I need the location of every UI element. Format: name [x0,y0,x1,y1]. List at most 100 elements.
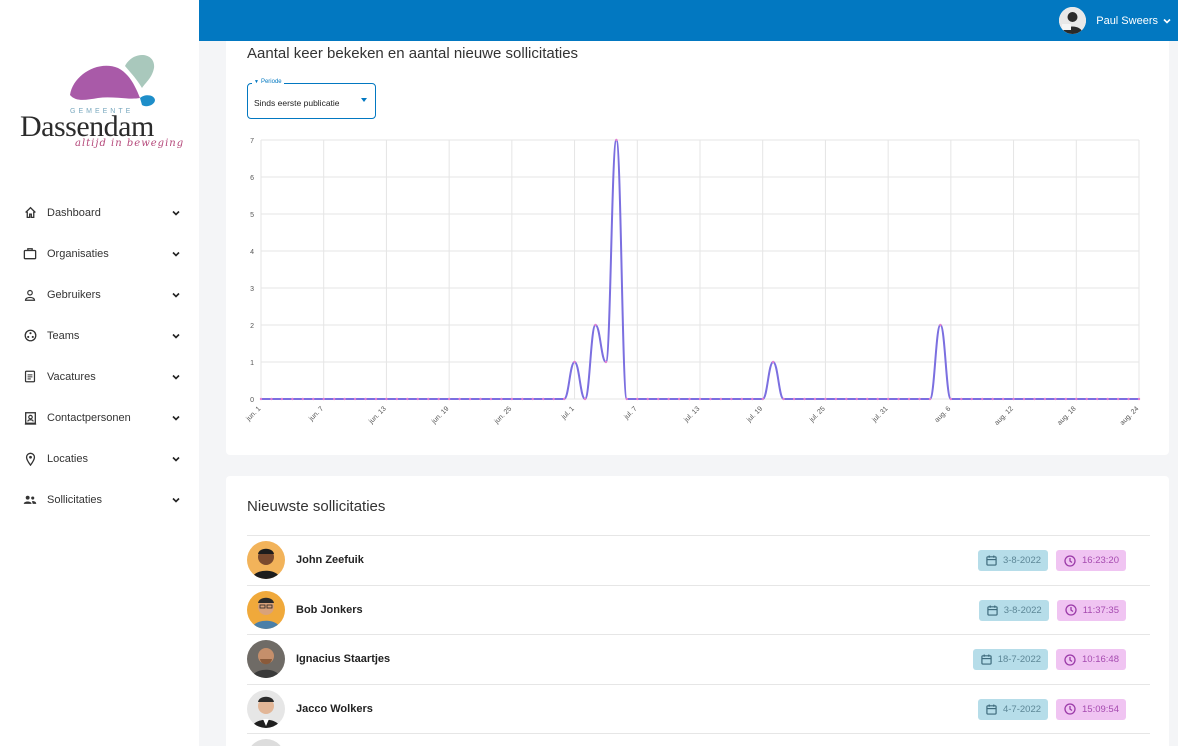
data-point [897,397,900,401]
user-avatar-icon [1059,7,1087,34]
sidebar-item-label: Teams [47,329,80,342]
data-point [562,397,566,401]
briefcase-icon [22,246,38,262]
data-point [1095,397,1099,401]
sidebar-item-teams[interactable]: Teams [0,315,199,356]
data-point [604,360,608,364]
x-tick-label: jul. 31 [871,405,890,424]
x-tick-label: jul. 25 [808,405,827,424]
period-select[interactable]: ▼ Periode Sinds eerste publicatie [247,79,376,119]
logo-city-name: Dassendam [20,110,154,143]
data-point [813,397,817,401]
list-item[interactable] [247,733,1150,746]
avatar [247,739,285,746]
y-tick-label: 2 [250,323,254,330]
chevron-down-icon [172,210,180,216]
logo-tagline: altijd in beweging [75,138,185,149]
data-point [583,397,587,401]
data-point [866,397,869,401]
sidebar-item-gebruikers[interactable]: Gebruikers [0,274,199,315]
time-badge: 16:23:20 [1056,550,1126,571]
data-point [939,323,942,327]
data-point [907,397,911,401]
data-point [1064,397,1068,401]
data-point [406,397,409,401]
data-point [855,397,858,401]
data-point [1116,397,1120,401]
sidebar-item-label: Sollicitaties [47,493,103,506]
avatar [247,640,285,679]
card-title: Nieuwste sollicitaties [247,498,386,515]
newest-applications-card: Nieuwste sollicitaties John Zeefuik 3-8-… [226,476,1169,746]
sidebar-item-dashboard[interactable]: Dashboard [0,192,199,233]
date-text: 3-8-2022 [1002,555,1042,566]
data-point [949,397,953,401]
sidebar-item-contactpersonen[interactable]: Contactpersonen [0,397,199,438]
sidebar-item-vacatures[interactable]: Vacatures [0,356,199,397]
data-point [291,397,294,401]
time-text: 15:09:54 [1082,703,1119,715]
data-point [1033,397,1036,401]
data-point [615,138,618,142]
data-point [343,397,346,401]
data-point [824,397,827,401]
data-point [1127,397,1130,401]
data-point [1043,397,1047,401]
date-badge: 3-8-2022 [977,550,1049,571]
chevron-down-icon [172,374,180,380]
applications-list: John Zeefuik 3-8-2022 16:23:20 Bob Jonke… [247,535,1150,746]
applicant-name: Bob Jonkers [296,603,363,616]
sidebar-item-label: Contactpersonen [47,411,131,424]
sidebar-item-label: Dashboard [47,206,101,219]
calendar-icon [981,654,992,665]
sidebar-item-locaties[interactable]: Locaties [0,438,199,479]
data-point [270,397,273,401]
y-tick-label: 1 [250,360,254,367]
data-point [928,397,932,401]
chevron-down-icon [172,333,180,339]
logo[interactable]: GEMEENTE Dassendam altijd in beweging [18,50,188,160]
avatar [247,689,285,728]
date-badge: 18-7-2022 [972,649,1049,670]
data-point [353,397,357,401]
data-point [698,397,702,401]
data-point [594,323,597,327]
location-pin-icon [22,451,38,467]
home-icon [22,205,38,221]
x-tick-label: jun. 13 [367,405,388,426]
x-tick-label: aug. 18 [1056,405,1078,427]
y-tick-label: 7 [250,138,254,145]
x-tick-label: jun. 1 [245,405,263,423]
list-item[interactable]: Bob Jonkers 3-8-2022 11:37:35 [247,584,1150,635]
data-point [771,360,775,364]
data-point [416,397,419,401]
data-point [646,397,649,401]
data-point [552,397,555,401]
time-badge: 11:37:35 [1056,599,1126,621]
clock-icon [1064,554,1076,567]
data-point [521,397,524,401]
user-menu[interactable]: Paul Sweers [1059,7,1172,34]
top-bar: Paul Sweers [199,0,1178,41]
data-point [625,397,629,401]
data-point [886,397,890,401]
data-point [981,397,984,401]
x-tick-label: jun. 25 [493,405,514,426]
sidebar: GEMEENTE Dassendam altijd in beweging Da… [0,0,199,746]
clock-icon [1065,604,1077,616]
sidebar-item-organisaties[interactable]: Organisaties [0,233,199,274]
data-point [458,397,461,401]
data-point [709,397,712,401]
list-item[interactable]: John Zeefuik 3-8-2022 16:23:20 [247,535,1150,585]
data-point [364,397,367,401]
date-text: 3-8-2022 [1003,604,1042,616]
data-point [489,397,493,401]
chevron-down-icon [172,251,180,257]
y-tick-label: 0 [250,397,254,404]
data-point [427,397,430,401]
sidebar-item-sollicitaties[interactable]: Sollicitaties [0,479,199,520]
calendar-icon [987,604,998,616]
views-applications-card: Aantal keer bekeken en aantal nieuwe sol… [226,41,1169,455]
list-item[interactable]: Ignacius Staartjes 18-7-2022 10:16:48 [247,634,1150,684]
list-item[interactable]: Jacco Wolkers 4-7-2022 15:09:54 [247,683,1150,734]
